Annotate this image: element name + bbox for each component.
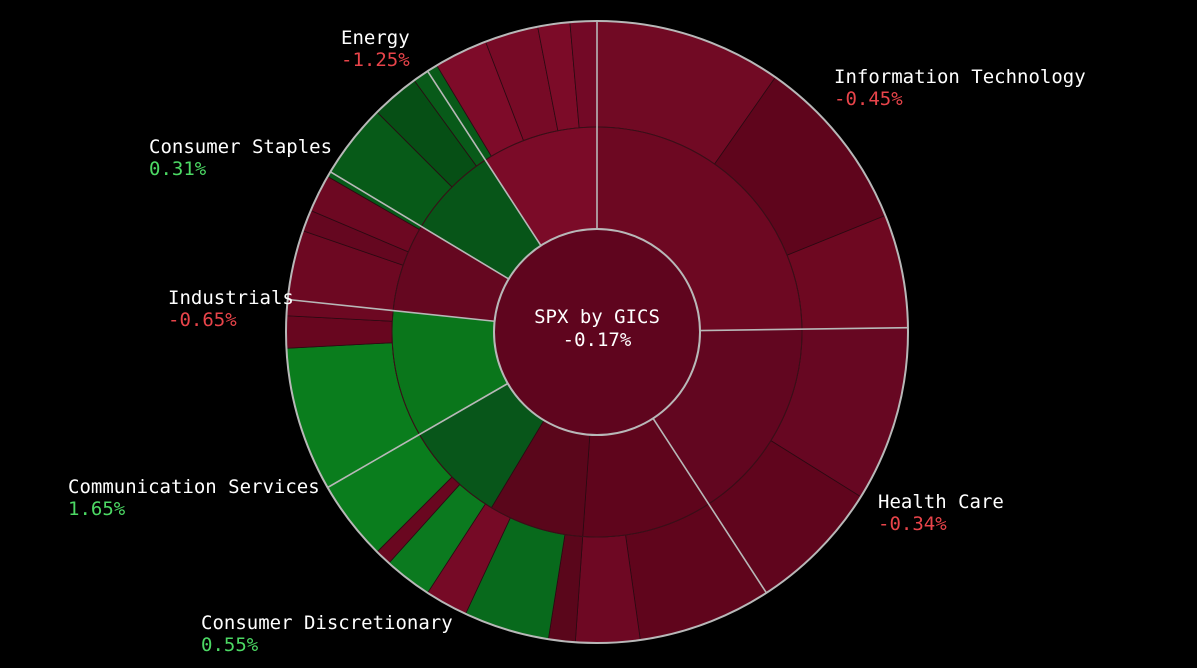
sector-divider [699,326,908,332]
sector-divider [330,171,510,280]
sector-change: 0.31% [149,158,207,180]
sector-name: Consumer Discretionary [201,612,453,634]
sector-label-industrials[interactable]: Industrials -0.65% [168,287,294,331]
sector-change: -0.65% [168,309,237,331]
sector-label-information-technology[interactable]: Information Technology -0.45% [834,66,1086,110]
sector-label-consumer-staples[interactable]: Consumer Staples 0.31% [149,136,332,180]
sector-change: -0.34% [878,513,947,535]
center-circle[interactable] [493,228,701,436]
sector-divider [327,382,509,489]
sector-divider [652,417,768,594]
sector-name: Information Technology [834,66,1086,88]
sector-label-energy[interactable]: Energy -1.25% [341,27,410,71]
sector-label-communication-services[interactable]: Communication Services 1.65% [68,476,320,520]
sector-change: -1.25% [341,49,410,71]
sector-change: 0.55% [201,634,259,656]
sector-name: Communication Services [68,476,320,498]
sector-name: Health Care [878,491,1004,513]
sector-change: -0.45% [834,88,903,110]
outer-ring-outline [285,20,909,644]
chart-title: SPX by GICS [534,306,660,328]
sector-label-consumer-discretionary[interactable]: Consumer Discretionary 0.55% [201,612,453,656]
sector-name: Energy [341,27,410,49]
sector-divider [287,298,495,323]
sector-label-health-care[interactable]: Health Care -0.34% [878,491,1004,535]
sector-name: Consumer Staples [149,136,333,158]
sector-divider [426,70,542,247]
chart-center-label: SPX by GICS -0.17% [497,306,697,352]
chart-total-change: -0.17% [562,329,632,351]
sector-change: 1.65% [68,498,126,520]
sector-name: Industrials [168,287,294,309]
